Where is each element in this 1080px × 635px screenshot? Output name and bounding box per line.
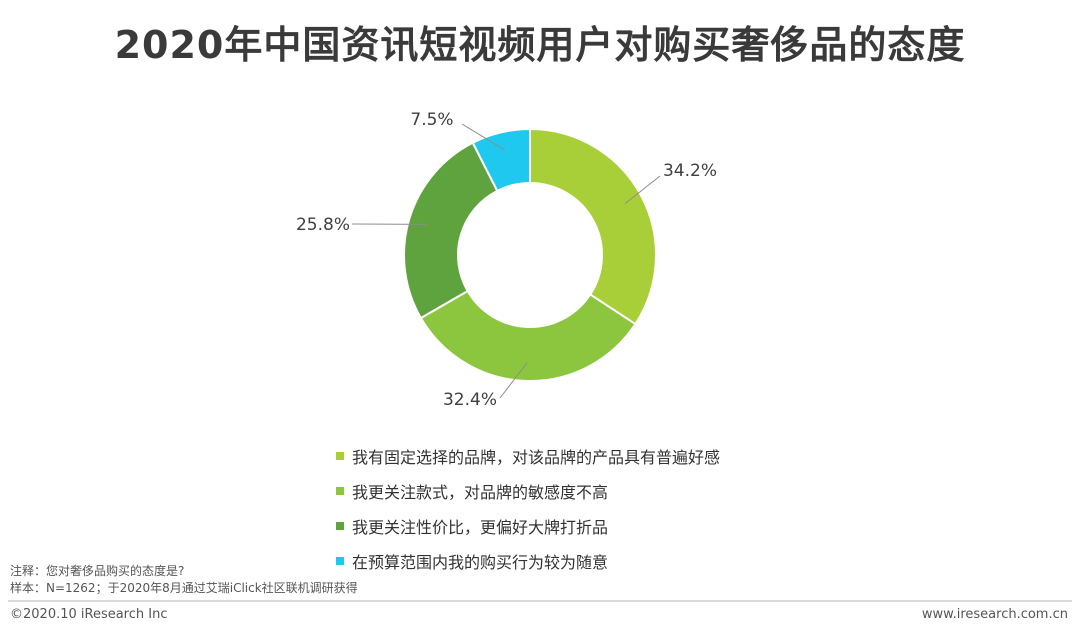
legend-item: 我有固定选择的品牌，对该品牌的产品具有普遍好感 [336, 438, 720, 473]
legend-swatch [336, 556, 344, 565]
chart-notes: 注释：您对奢侈品购买的态度是? 样本：N=1262；于2020年8月通过艾瑞iC… [10, 563, 358, 597]
legend-swatch [336, 521, 344, 530]
legend-item: 在预算范围内我的购买行为较为随意 [336, 543, 720, 578]
legend-label: 我有固定选择的品牌，对该品牌的产品具有普遍好感 [352, 447, 721, 467]
donut-slice [471, 127, 531, 193]
donut-slice [419, 289, 637, 382]
leader-line [624, 175, 661, 205]
donut-chart: 34.2% 32.4% 25.8% 7.5% [296, 110, 717, 410]
chart-legend: 我有固定选择的品牌，对该品牌的产品具有普遍好感 我更关注款式，对品牌的敏感度不高… [336, 438, 720, 578]
legend-label: 我更关注性价比，更偏好大牌打折品 [352, 517, 609, 537]
legend-item: 我更关注款式，对品牌的敏感度不高 [336, 473, 720, 508]
data-label: 32.4% [443, 390, 497, 410]
footer-copyright: ©2020.10 iResearch Inc [10, 607, 168, 622]
leader-line [499, 362, 528, 399]
donut-slice [403, 141, 499, 320]
leader-line [461, 123, 506, 151]
note-question: 注释：您对奢侈品购买的态度是? [10, 564, 185, 578]
footer-divider [8, 600, 1072, 602]
legend-label: 在预算范围内我的购买行为较为随意 [352, 552, 609, 572]
note-sample: 样本：N=1262；于2020年8月通过艾瑞iClick社区联机调研获得 [10, 581, 358, 595]
legend-swatch [336, 486, 344, 495]
data-label: 34.2% [663, 161, 717, 181]
data-label: 7.5% [410, 110, 453, 130]
legend-label: 我更关注款式，对品牌的敏感度不高 [352, 482, 609, 502]
legend-item: 我更关注性价比，更偏好大牌打折品 [336, 508, 720, 543]
footer-url: www.iresearch.com.cn [921, 607, 1068, 622]
donut-slice [529, 127, 657, 326]
legend-swatch [336, 451, 344, 460]
data-label: 25.8% [296, 215, 350, 235]
chart-title: 2020年中国资讯短视频用户对购买奢侈品的态度 [114, 23, 966, 67]
